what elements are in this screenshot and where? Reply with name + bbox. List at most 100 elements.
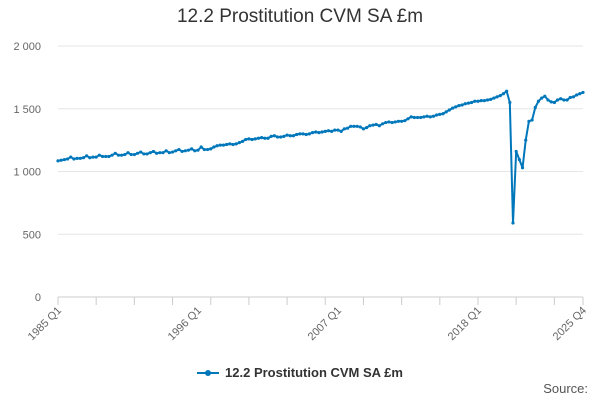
data-point[interactable] bbox=[355, 124, 359, 128]
data-point[interactable] bbox=[444, 110, 448, 114]
data-point[interactable] bbox=[333, 128, 337, 132]
data-point[interactable] bbox=[167, 151, 171, 155]
data-point[interactable] bbox=[495, 95, 499, 99]
data-point[interactable] bbox=[75, 156, 79, 160]
data-point[interactable] bbox=[492, 96, 496, 100]
data-point[interactable] bbox=[508, 100, 512, 105]
data-point[interactable] bbox=[291, 134, 296, 138]
data-point[interactable] bbox=[307, 132, 311, 136]
data-point[interactable] bbox=[578, 92, 582, 96]
data-point[interactable] bbox=[463, 102, 467, 106]
data-point[interactable] bbox=[419, 115, 423, 120]
data-point[interactable] bbox=[180, 149, 184, 154]
data-point[interactable] bbox=[59, 158, 63, 162]
data-point[interactable] bbox=[209, 147, 213, 151]
data-point[interactable] bbox=[123, 152, 127, 157]
data-point[interactable] bbox=[527, 119, 531, 123]
data-point[interactable] bbox=[250, 137, 254, 142]
data-point[interactable] bbox=[247, 137, 251, 141]
data-point[interactable] bbox=[253, 137, 257, 141]
data-point[interactable] bbox=[314, 130, 318, 134]
data-point[interactable] bbox=[575, 93, 579, 97]
data-point[interactable] bbox=[269, 134, 273, 138]
data-point[interactable] bbox=[330, 129, 334, 133]
data-point[interactable] bbox=[323, 129, 327, 133]
data-point[interactable] bbox=[565, 98, 569, 102]
data-point[interactable] bbox=[91, 155, 95, 159]
data-point[interactable] bbox=[339, 129, 343, 133]
data-point[interactable] bbox=[193, 149, 197, 153]
data-point[interactable] bbox=[479, 98, 483, 103]
data-point[interactable] bbox=[218, 143, 222, 147]
data-point[interactable] bbox=[543, 94, 547, 98]
data-point[interactable] bbox=[336, 128, 340, 132]
data-point[interactable] bbox=[56, 159, 60, 163]
data-point[interactable] bbox=[298, 132, 302, 136]
data-point[interactable] bbox=[345, 126, 350, 130]
data-point[interactable] bbox=[489, 97, 493, 101]
data-point[interactable] bbox=[361, 127, 366, 131]
data-point[interactable] bbox=[155, 151, 159, 155]
data-point[interactable] bbox=[263, 136, 267, 140]
data-point[interactable] bbox=[199, 145, 203, 149]
data-point[interactable] bbox=[228, 142, 232, 146]
data-point[interactable] bbox=[135, 151, 140, 155]
data-point[interactable] bbox=[272, 134, 276, 138]
data-point[interactable] bbox=[482, 98, 486, 103]
data-point[interactable] bbox=[520, 166, 525, 170]
data-point[interactable] bbox=[256, 136, 261, 140]
data-point[interactable] bbox=[275, 135, 280, 139]
data-point[interactable] bbox=[511, 221, 515, 225]
data-point[interactable] bbox=[498, 93, 502, 98]
data-point[interactable] bbox=[240, 139, 245, 143]
data-point[interactable] bbox=[62, 157, 66, 162]
data-point[interactable] bbox=[393, 120, 397, 124]
data-point[interactable] bbox=[205, 147, 210, 152]
data-point[interactable] bbox=[126, 151, 130, 155]
data-point[interactable] bbox=[110, 153, 114, 157]
data-point[interactable] bbox=[422, 115, 426, 119]
legend[interactable]: 12.2 Prostitution CVM SA £m bbox=[0, 365, 600, 382]
data-point[interactable] bbox=[317, 130, 321, 135]
data-point[interactable] bbox=[358, 125, 362, 129]
data-point[interactable] bbox=[562, 98, 566, 102]
data-point[interactable] bbox=[266, 136, 270, 140]
data-point[interactable] bbox=[196, 148, 200, 152]
data-point[interactable] bbox=[536, 99, 541, 103]
data-point[interactable] bbox=[85, 154, 89, 158]
data-point[interactable] bbox=[186, 148, 191, 152]
data-point[interactable] bbox=[415, 115, 420, 120]
data-point[interactable] bbox=[441, 112, 445, 116]
data-point[interactable] bbox=[505, 89, 509, 93]
data-point[interactable] bbox=[406, 117, 410, 121]
data-point[interactable] bbox=[225, 142, 229, 147]
data-point[interactable] bbox=[244, 137, 248, 142]
data-point[interactable] bbox=[190, 147, 194, 151]
data-point[interactable] bbox=[81, 156, 86, 160]
data-point[interactable] bbox=[148, 151, 152, 155]
data-point[interactable] bbox=[396, 119, 401, 123]
data-point[interactable] bbox=[301, 132, 305, 136]
data-point[interactable] bbox=[295, 132, 299, 137]
data-point[interactable] bbox=[431, 114, 436, 118]
data-point[interactable] bbox=[390, 120, 394, 125]
data-point[interactable] bbox=[65, 157, 70, 161]
data-point[interactable] bbox=[231, 142, 235, 147]
data-point[interactable] bbox=[78, 156, 82, 160]
data-point[interactable] bbox=[282, 134, 286, 138]
data-point[interactable] bbox=[69, 155, 73, 159]
data-point[interactable] bbox=[310, 130, 315, 135]
data-point[interactable] bbox=[377, 124, 381, 128]
data-point[interactable] bbox=[97, 153, 101, 157]
data-point[interactable] bbox=[164, 149, 168, 153]
data-point[interactable] bbox=[342, 127, 346, 131]
data-point[interactable] bbox=[132, 152, 136, 157]
data-point[interactable] bbox=[552, 100, 556, 105]
data-point[interactable] bbox=[409, 115, 413, 119]
data-point[interactable] bbox=[549, 100, 553, 104]
data-point[interactable] bbox=[387, 120, 391, 124]
data-point[interactable] bbox=[221, 143, 226, 147]
data-point[interactable] bbox=[457, 104, 461, 108]
data-point[interactable] bbox=[183, 149, 187, 153]
data-point[interactable] bbox=[412, 115, 416, 120]
